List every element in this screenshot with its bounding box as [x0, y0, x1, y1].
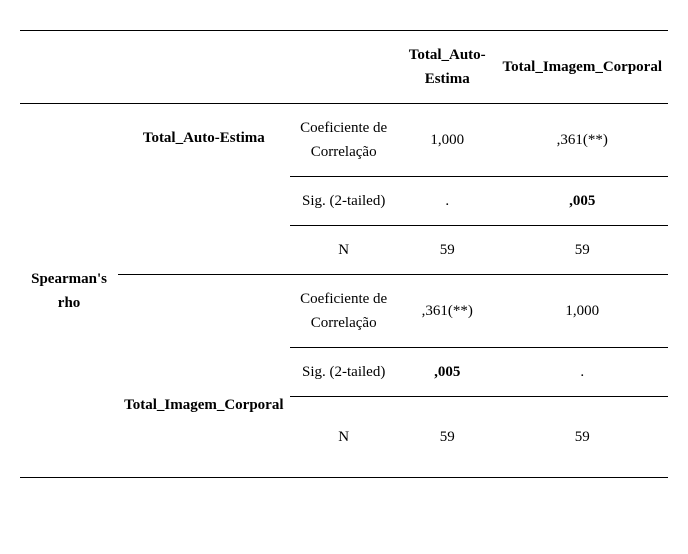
var-label-auto-estima: Total_Auto-Estima	[118, 104, 289, 275]
stat-coef: Coeficiente de Correlação	[290, 104, 398, 177]
stat-n: N	[290, 397, 398, 478]
rho-label: Spearman's rho	[20, 104, 118, 478]
stat-sig: Sig. (2-tailed)	[290, 348, 398, 397]
stat-sig: Sig. (2-tailed)	[290, 177, 398, 226]
cell-value: 59	[497, 397, 668, 478]
cell-value: 59	[497, 226, 668, 275]
col-header-auto-estima: Total_Auto-Estima	[398, 31, 497, 104]
cell-value: 1,000	[398, 104, 497, 177]
blank-cell	[118, 31, 289, 104]
cell-value: 1,000	[497, 275, 668, 348]
cell-value: ,005	[398, 348, 497, 397]
col-header-imagem-corporal: Total_Imagem_Corporal	[497, 31, 668, 104]
cell-value: ,361(**)	[398, 275, 497, 348]
correlation-table: Total_Auto-Estima Total_Imagem_Corporal …	[20, 30, 668, 478]
stat-n: N	[290, 226, 398, 275]
cell-value: .	[398, 177, 497, 226]
cell-value: .	[497, 348, 668, 397]
cell-value: 59	[398, 226, 497, 275]
cell-value: 59	[398, 397, 497, 478]
blank-cell	[20, 31, 118, 104]
stat-coef: Coeficiente de Correlação	[290, 275, 398, 348]
blank-cell	[290, 31, 398, 104]
var-label-imagem-corporal: Total_Imagem_Corporal	[118, 275, 289, 478]
cell-value: ,361(**)	[497, 104, 668, 177]
cell-value: ,005	[497, 177, 668, 226]
